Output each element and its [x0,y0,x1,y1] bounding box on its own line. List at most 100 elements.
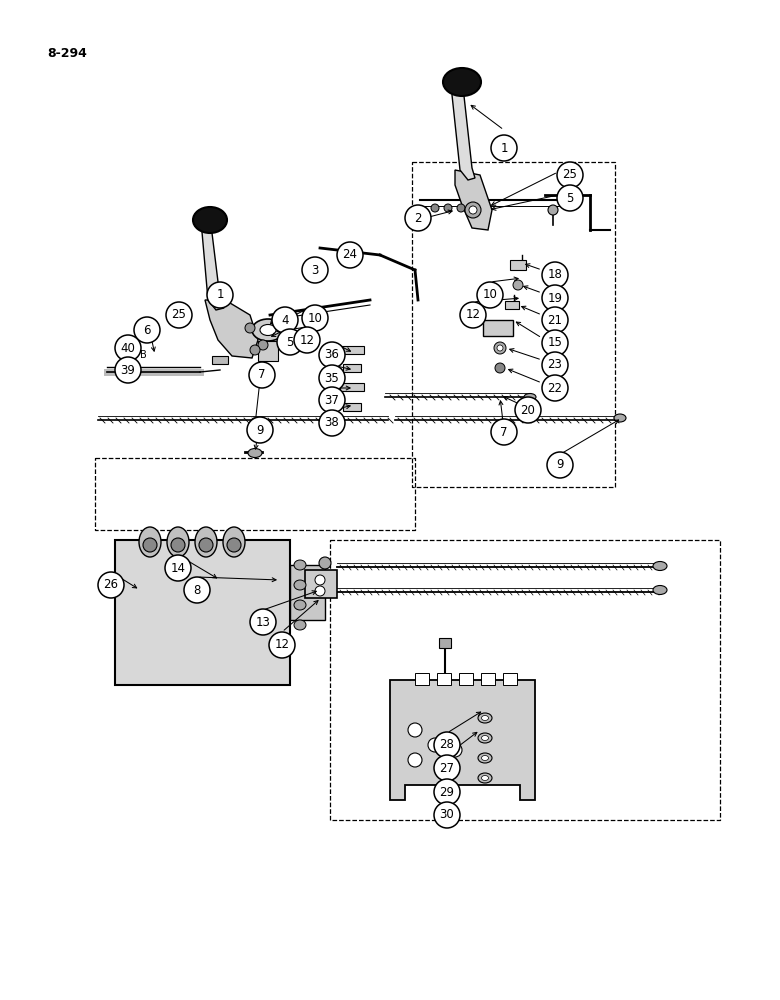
Ellipse shape [478,733,492,743]
Circle shape [277,329,303,355]
Text: 40: 40 [121,342,136,355]
Circle shape [302,305,328,331]
Circle shape [115,335,141,361]
Text: 12: 12 [275,639,289,652]
Circle shape [408,753,422,767]
Circle shape [319,365,345,391]
Text: 4: 4 [282,314,289,326]
FancyBboxPatch shape [340,383,364,391]
Ellipse shape [653,585,667,594]
FancyBboxPatch shape [340,346,364,354]
Text: 29: 29 [439,786,455,798]
Text: 27: 27 [439,762,455,774]
Text: 13: 13 [256,615,271,629]
Circle shape [557,162,583,188]
Ellipse shape [478,753,492,763]
Text: 1: 1 [500,141,508,154]
Circle shape [557,185,583,211]
Text: 12: 12 [466,308,480,322]
Text: 36: 36 [324,349,339,361]
Ellipse shape [481,716,488,720]
Ellipse shape [524,393,536,400]
Circle shape [134,317,160,343]
Text: 8: 8 [193,584,200,596]
Circle shape [319,410,345,436]
Circle shape [258,340,268,350]
Text: 18: 18 [548,268,562,282]
Circle shape [497,345,503,351]
Circle shape [465,202,481,218]
Circle shape [250,345,260,355]
Ellipse shape [481,756,488,760]
Ellipse shape [294,620,306,630]
Circle shape [548,205,558,215]
Circle shape [448,743,462,757]
Text: 38: 38 [324,416,339,430]
Ellipse shape [139,527,161,557]
Text: 6: 6 [144,324,151,336]
Text: 1: 1 [216,288,224,302]
Text: 3: 3 [311,263,319,276]
Ellipse shape [478,773,492,783]
Polygon shape [452,85,475,180]
Text: 10: 10 [307,312,322,324]
Circle shape [457,204,465,212]
Circle shape [165,555,191,581]
Ellipse shape [653,562,667,570]
Circle shape [319,387,345,413]
Circle shape [434,732,460,758]
Polygon shape [202,222,224,310]
Circle shape [542,262,568,288]
Text: B: B [140,350,147,360]
Text: 15: 15 [548,336,562,350]
Circle shape [542,375,568,401]
Circle shape [405,205,431,231]
Circle shape [166,302,192,328]
Text: 9: 9 [556,458,564,472]
Circle shape [269,632,295,658]
FancyBboxPatch shape [483,320,513,336]
Text: 39: 39 [121,363,136,376]
Circle shape [434,779,460,805]
Circle shape [315,586,325,596]
Ellipse shape [443,68,481,96]
Circle shape [315,575,325,585]
Ellipse shape [478,713,492,723]
FancyBboxPatch shape [510,260,526,270]
Circle shape [337,242,363,268]
FancyBboxPatch shape [503,673,517,685]
Ellipse shape [143,538,157,552]
Circle shape [515,397,541,423]
Text: 22: 22 [548,381,562,394]
Text: 21: 21 [548,314,562,326]
Ellipse shape [195,527,217,557]
Circle shape [494,342,506,354]
Ellipse shape [193,207,227,233]
FancyBboxPatch shape [481,673,495,685]
Text: 9: 9 [257,424,264,436]
Circle shape [249,362,275,388]
Circle shape [513,280,523,290]
Circle shape [460,302,486,328]
Polygon shape [390,680,535,800]
Text: 35: 35 [324,371,339,384]
Text: 7: 7 [258,368,266,381]
Circle shape [542,307,568,333]
Ellipse shape [294,580,306,590]
Ellipse shape [481,736,488,740]
Text: 24: 24 [342,248,357,261]
FancyBboxPatch shape [258,341,278,361]
Circle shape [434,755,460,781]
Circle shape [495,363,505,373]
Ellipse shape [481,776,488,780]
FancyBboxPatch shape [505,301,519,309]
Text: 7: 7 [500,426,508,438]
Circle shape [272,307,298,333]
Text: 12: 12 [300,334,314,347]
Circle shape [408,723,422,737]
FancyBboxPatch shape [290,565,325,620]
Ellipse shape [260,324,276,336]
Text: 2: 2 [414,212,422,225]
Circle shape [491,419,517,445]
Ellipse shape [252,319,284,341]
